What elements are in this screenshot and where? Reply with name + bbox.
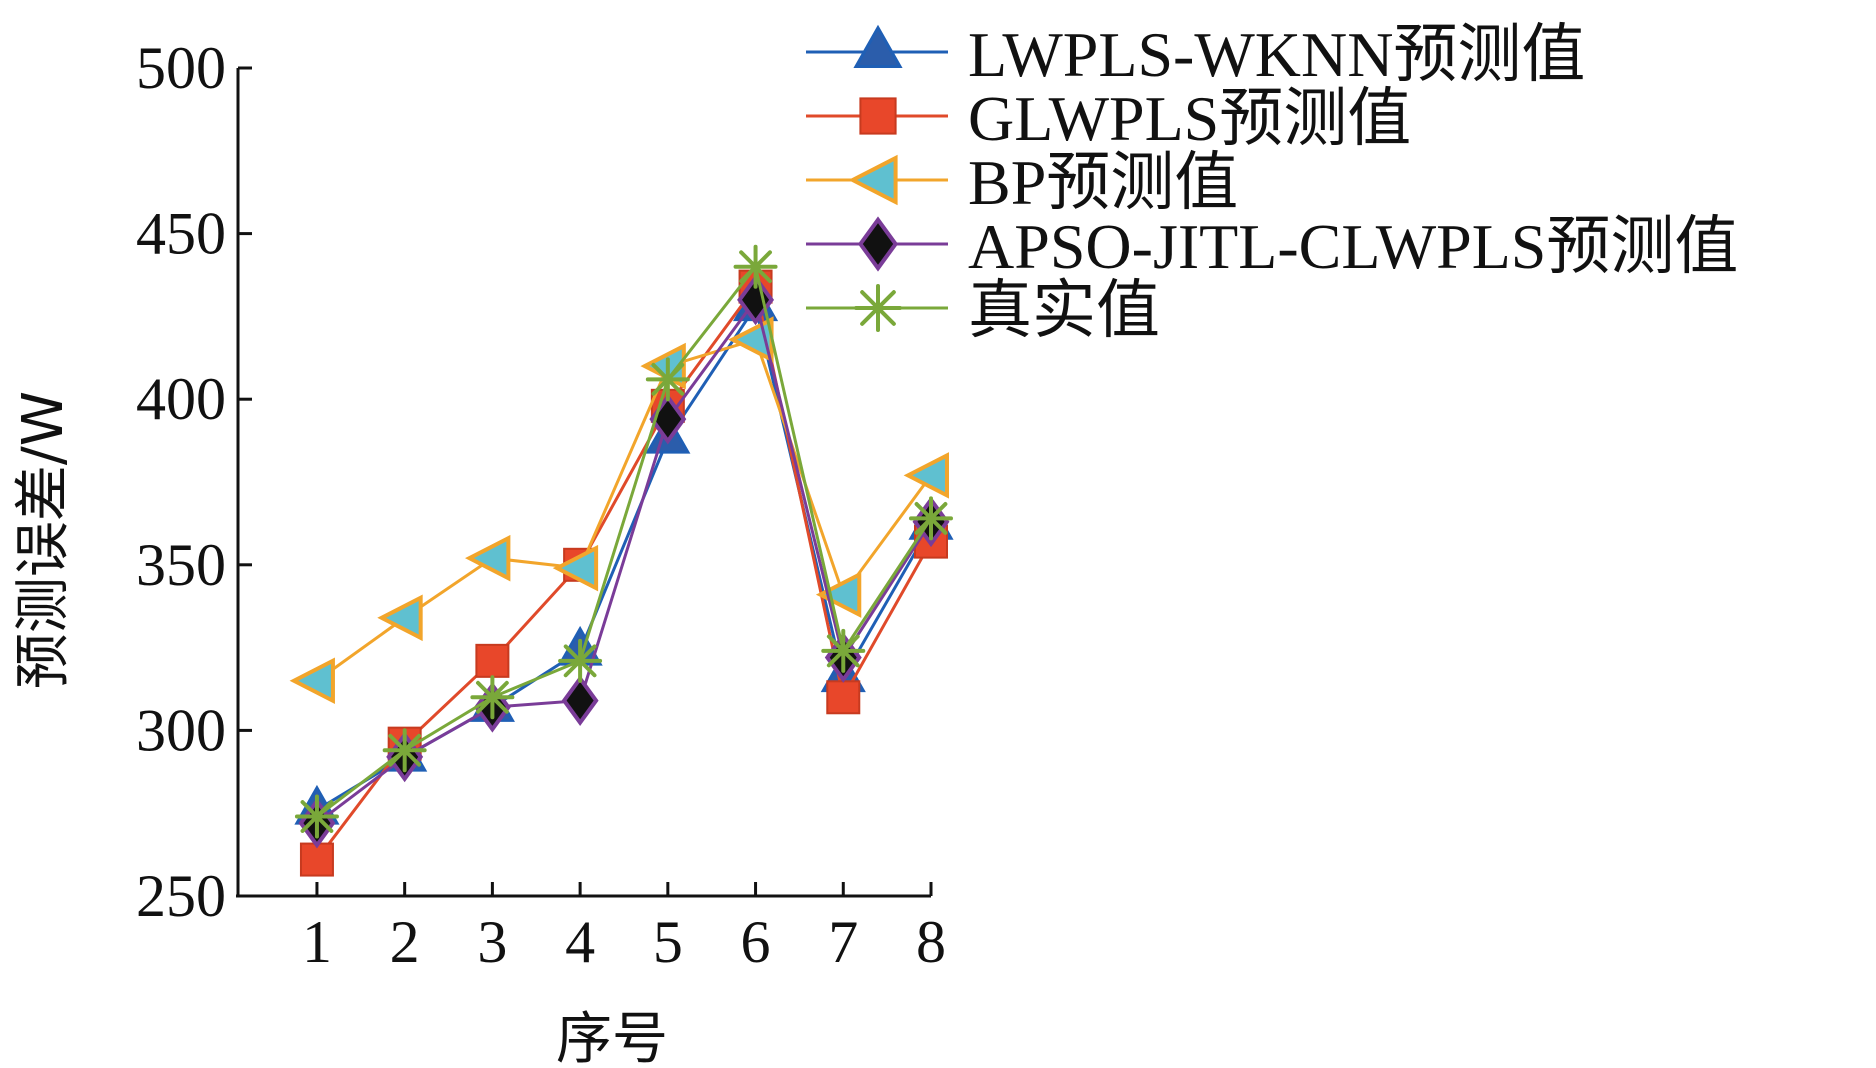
y-tick-label: 350 [136, 532, 226, 598]
legend-label: BP预测值 [968, 147, 1238, 218]
data-point [733, 244, 778, 289]
data-point [289, 657, 335, 704]
data-point [903, 452, 949, 499]
legend-marker [854, 284, 902, 332]
data-point [299, 842, 334, 877]
legend-item: BP预测值 [806, 147, 1238, 218]
y-tick-label: 250 [136, 863, 226, 929]
x-tick-label: 5 [653, 909, 683, 975]
x-tick-label: 6 [741, 909, 771, 975]
legend-label: APSO-JITL-CLWPLS预测值 [968, 211, 1738, 282]
data-point [737, 274, 775, 326]
data-point [561, 675, 599, 726]
y-tick-label: 500 [136, 35, 226, 101]
legend-marker [859, 97, 897, 135]
data-point [558, 638, 603, 683]
legend-item: APSO-JITL-CLWPLS预测值 [806, 211, 1738, 282]
legend: LWPLS-WKNN预测值GLWPLS预测值BP预测值APSO-JITL-CLW… [806, 19, 1738, 346]
legend-item: 真实值 [806, 275, 1160, 346]
x-axis-title: 序号 [556, 1007, 668, 1068]
data-point [475, 643, 510, 678]
series-1 [299, 269, 948, 877]
series-4 [294, 244, 953, 839]
legend-label: LWPLS-WKNN预测值 [968, 19, 1585, 90]
y-tick-label: 400 [136, 366, 226, 432]
series-layer [289, 244, 954, 877]
data-point [826, 680, 861, 715]
data-point [382, 728, 427, 773]
x-tick-label: 3 [477, 909, 507, 975]
data-point [815, 571, 862, 618]
x-tick-label: 8 [916, 909, 946, 975]
x-tick-label: 4 [565, 909, 595, 975]
y-tick-label: 300 [136, 697, 226, 763]
legend-marker [857, 216, 899, 272]
y-ticks: 250 300 350 400 450 500 [136, 35, 252, 929]
series-3 [298, 274, 950, 849]
legend-item: LWPLS-WKNN预测值 [806, 19, 1585, 90]
data-point [821, 628, 866, 673]
data-point [645, 357, 690, 402]
legend-item: GLWPLS预测值 [806, 83, 1411, 154]
legend-marker [848, 154, 898, 206]
data-point [552, 544, 599, 592]
series-line [316, 263, 933, 818]
x-tick-label: 2 [390, 909, 420, 975]
data-point [294, 794, 339, 839]
x-tick-label: 7 [828, 909, 858, 975]
data-point [377, 594, 423, 642]
legend-label: GLWPLS预测值 [968, 83, 1411, 154]
data-point [470, 675, 515, 720]
legend-marker [853, 24, 903, 69]
data-point [465, 534, 511, 582]
data-point [909, 496, 953, 541]
x-tick-label: 1 [302, 909, 332, 975]
legend-label: 真实值 [968, 275, 1160, 346]
y-axis-title: 预测误差/W [11, 391, 76, 689]
y-tick-label: 450 [136, 201, 226, 267]
